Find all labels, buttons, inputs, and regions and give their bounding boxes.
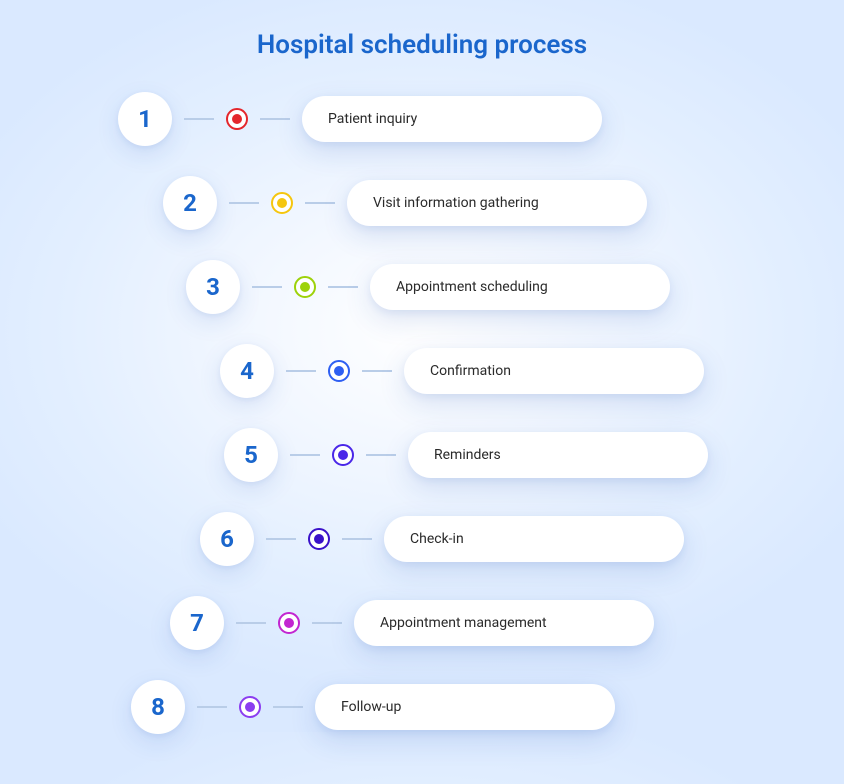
step-number: 2	[163, 176, 217, 230]
step-dot	[308, 528, 330, 550]
step-number: 1	[118, 92, 172, 146]
step-dot-inner	[277, 198, 287, 208]
step-label: Visit information gathering	[347, 180, 647, 226]
connector-dash	[252, 286, 282, 288]
diagram-container: Hospital scheduling process 1 Patient inq…	[0, 0, 844, 784]
step-row: 4 Confirmation	[0, 344, 844, 398]
connector-dash	[366, 454, 396, 456]
step-row: 3 Appointment scheduling	[0, 260, 844, 314]
step-number: 7	[170, 596, 224, 650]
step-dot-inner	[284, 618, 294, 628]
step-number: 5	[224, 428, 278, 482]
diagram-title: Hospital scheduling process	[0, 30, 844, 60]
step-dot	[278, 612, 300, 634]
step-dot-inner	[245, 702, 255, 712]
step-dot-inner	[232, 114, 242, 124]
connector-dash	[236, 622, 266, 624]
step-dot	[332, 444, 354, 466]
step-row: 5 Reminders	[0, 428, 844, 482]
step-label: Follow-up	[315, 684, 615, 730]
connector-dash	[312, 622, 342, 624]
connector-dash	[286, 370, 316, 372]
step-row: 7 Appointment management	[0, 596, 844, 650]
connector-dash	[273, 706, 303, 708]
step-dot-inner	[334, 366, 344, 376]
step-label: Check-in	[384, 516, 684, 562]
connector-dash	[342, 538, 372, 540]
step-number: 3	[186, 260, 240, 314]
step-dot	[294, 276, 316, 298]
step-row: 6 Check-in	[0, 512, 844, 566]
connector-dash	[305, 202, 335, 204]
step-dot-inner	[338, 450, 348, 460]
connector-dash	[229, 202, 259, 204]
connector-dash	[290, 454, 320, 456]
step-number: 6	[200, 512, 254, 566]
step-dot	[226, 108, 248, 130]
connector-dash	[362, 370, 392, 372]
step-dot	[328, 360, 350, 382]
step-row: 2 Visit information gathering	[0, 176, 844, 230]
connector-dash	[328, 286, 358, 288]
step-number: 8	[131, 680, 185, 734]
connector-dash	[260, 118, 290, 120]
connector-dash	[266, 538, 296, 540]
step-label: Confirmation	[404, 348, 704, 394]
step-row: 1 Patient inquiry	[0, 92, 844, 146]
step-label: Patient inquiry	[302, 96, 602, 142]
step-label: Appointment scheduling	[370, 264, 670, 310]
step-label: Reminders	[408, 432, 708, 478]
step-dot-inner	[314, 534, 324, 544]
steps-list: 1 Patient inquiry 2 Visit information gathe…	[0, 92, 844, 734]
step-number: 4	[220, 344, 274, 398]
connector-dash	[197, 706, 227, 708]
step-label: Appointment management	[354, 600, 654, 646]
step-row: 8 Follow-up	[0, 680, 844, 734]
connector-dash	[184, 118, 214, 120]
step-dot	[271, 192, 293, 214]
step-dot	[239, 696, 261, 718]
step-dot-inner	[300, 282, 310, 292]
